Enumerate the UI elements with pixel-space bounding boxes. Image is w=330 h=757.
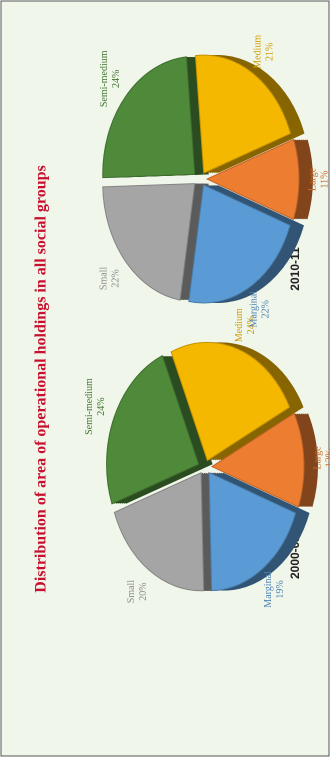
slice-value-label: 24% bbox=[96, 397, 107, 415]
pie-slice bbox=[205, 138, 300, 221]
pie-slice bbox=[113, 472, 205, 592]
slice-label: Medium bbox=[234, 308, 245, 342]
rotated-content: Distribution of area of operational hold… bbox=[33, 35, 330, 608]
slice-value-label: 20% bbox=[138, 582, 149, 600]
pie-slice bbox=[106, 355, 200, 505]
slice-value-label: 22% bbox=[111, 269, 122, 287]
slice-label: Semi-medium bbox=[99, 50, 110, 107]
slice-label: Marginal bbox=[249, 291, 260, 328]
slice-label: Small bbox=[126, 580, 137, 604]
slice-label: Semi-medium bbox=[84, 378, 95, 435]
pie-title: 2010-11 bbox=[288, 247, 302, 291]
slice-label: Large bbox=[308, 167, 319, 191]
pie-slice bbox=[102, 183, 196, 301]
slice-value-label: 24% bbox=[111, 70, 122, 88]
slice-value-label: 22% bbox=[261, 300, 272, 318]
pie-slice bbox=[194, 54, 292, 174]
pie-slice bbox=[208, 471, 297, 592]
slice-value-label: 19% bbox=[275, 580, 286, 598]
pie-slice bbox=[102, 56, 196, 179]
slice-value-label: 11% bbox=[320, 171, 330, 189]
chart-title: Distribution of area of operational hold… bbox=[33, 165, 50, 592]
slice-value-label: 21% bbox=[265, 43, 276, 61]
slice-label: Marginal bbox=[263, 571, 274, 608]
slice-label: Small bbox=[99, 267, 110, 291]
slice-label: Large bbox=[312, 446, 323, 470]
pie-slice bbox=[210, 412, 305, 508]
slice-value-label: 24% bbox=[246, 316, 257, 334]
pie-slice bbox=[188, 184, 291, 304]
slice-label: Medium bbox=[253, 35, 264, 69]
slice-value-label: 13% bbox=[324, 449, 330, 467]
pie-slice bbox=[170, 341, 291, 462]
